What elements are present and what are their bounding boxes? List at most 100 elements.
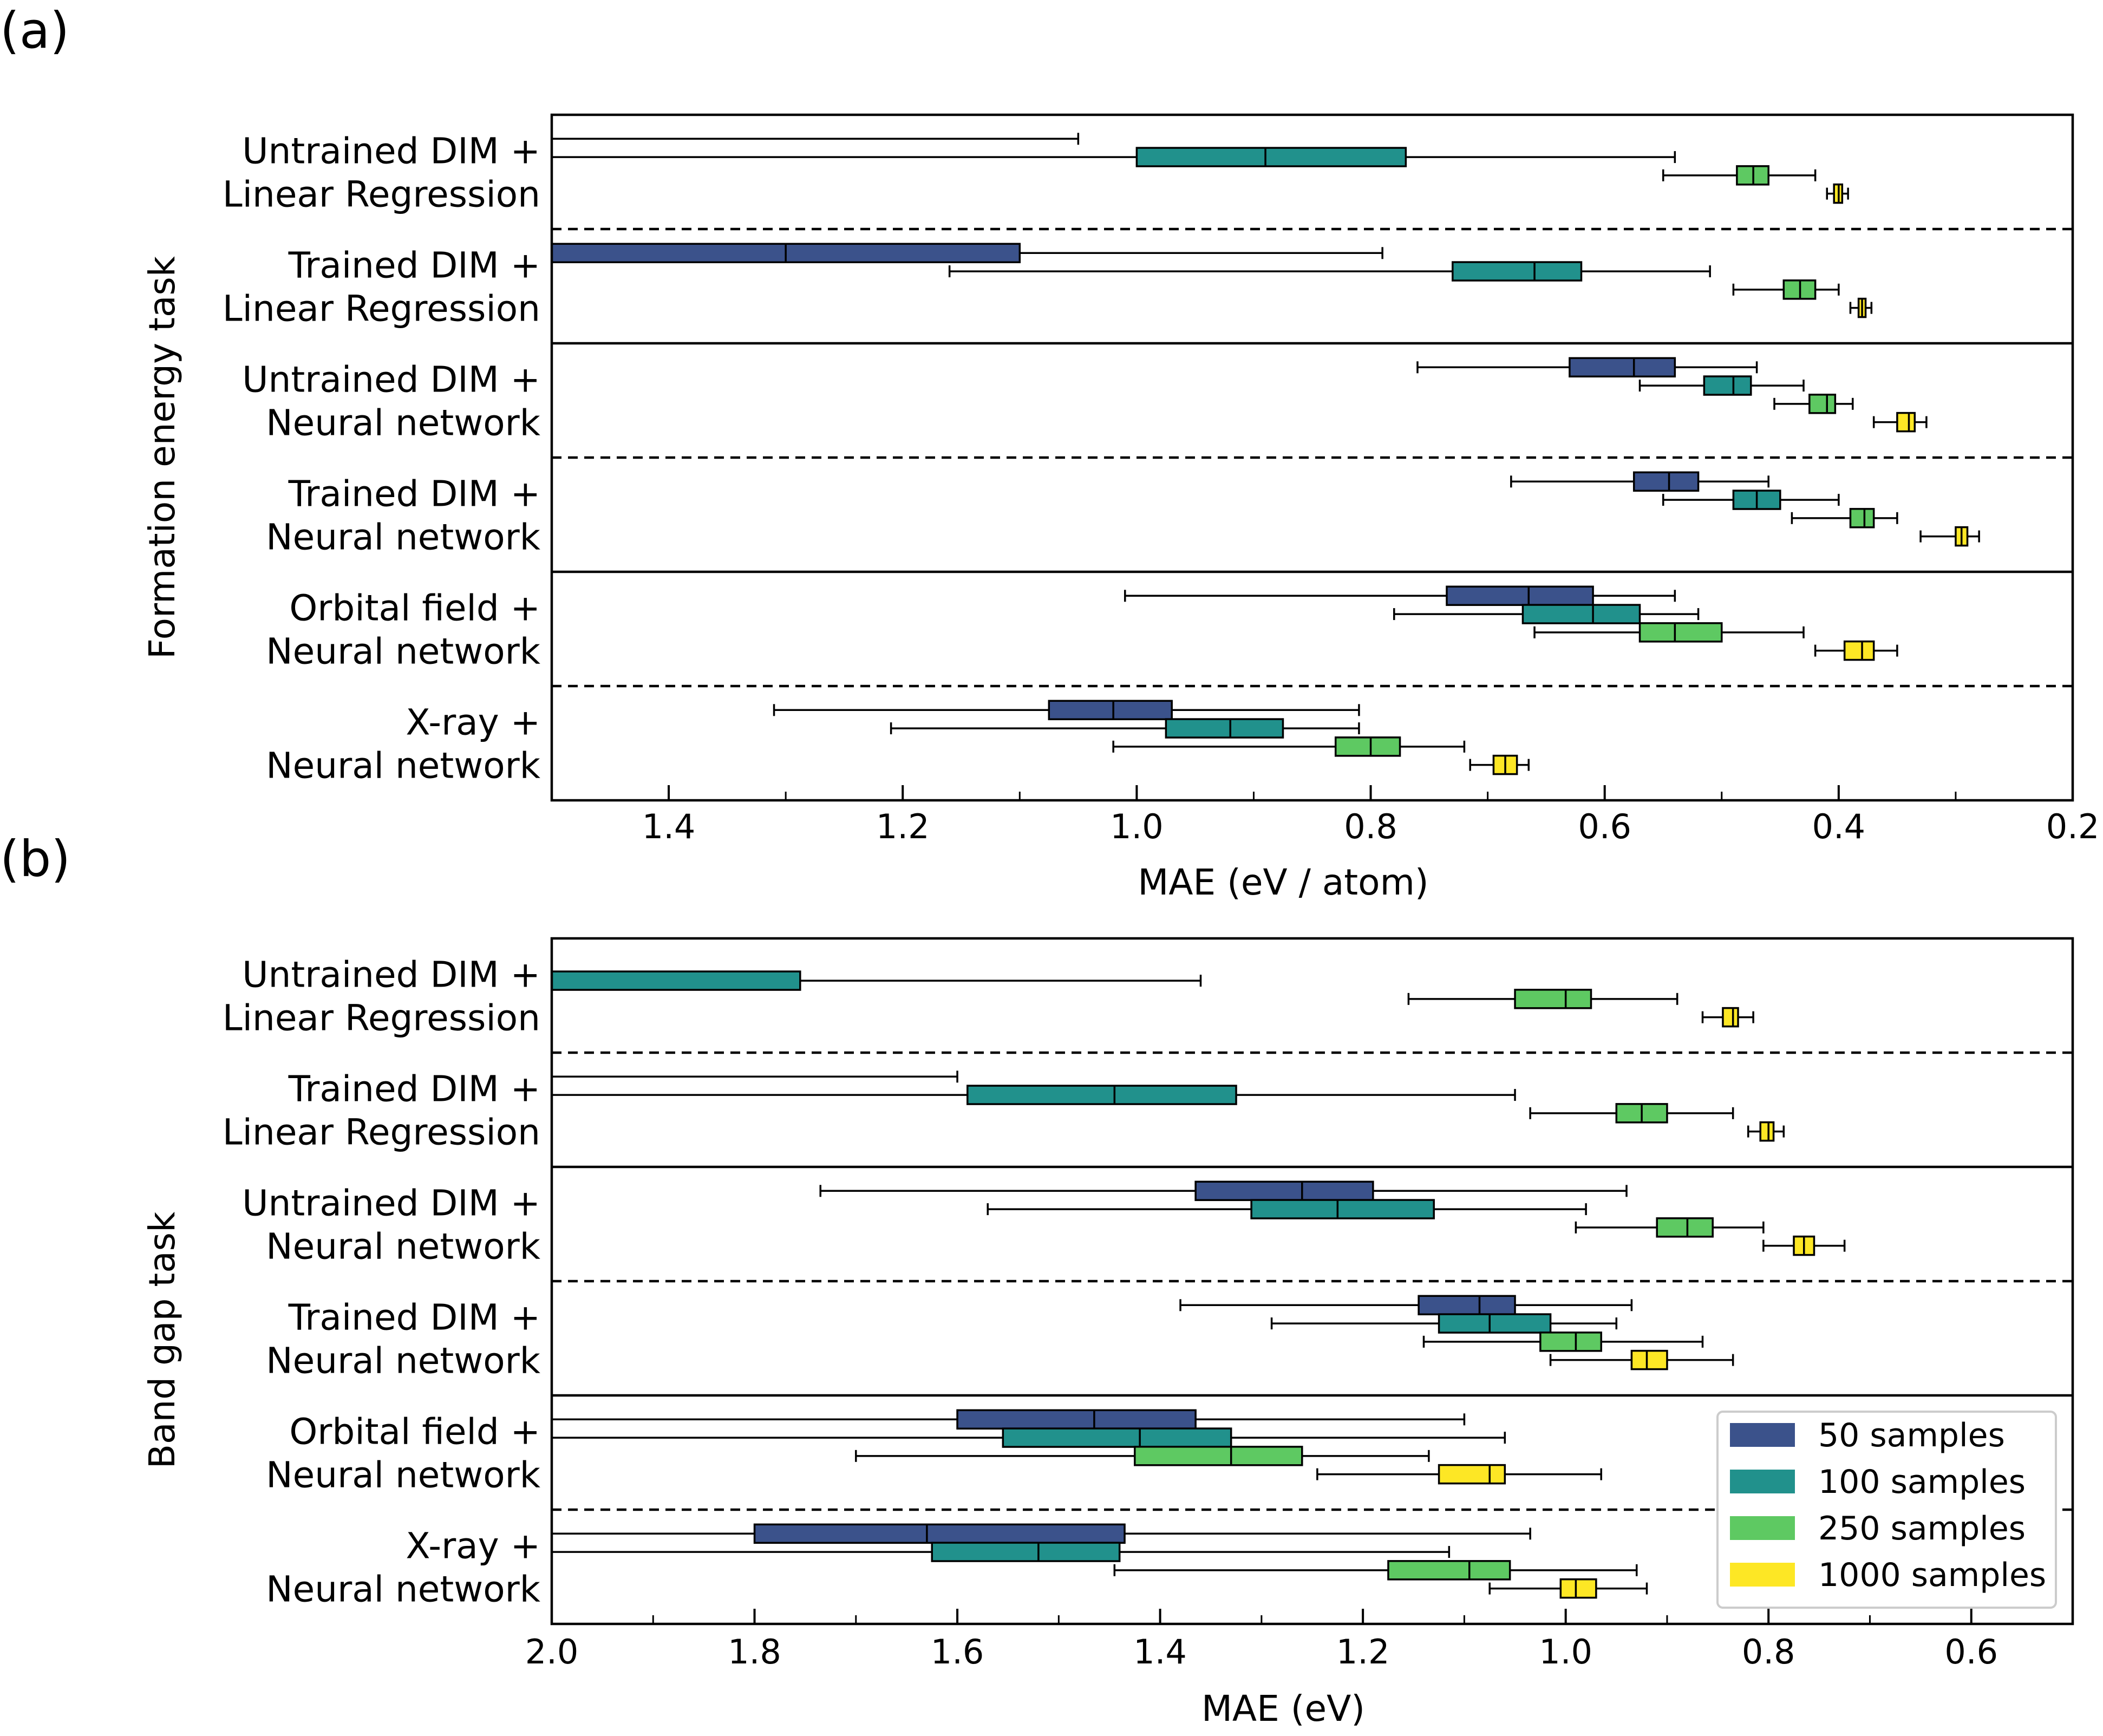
panel-a-plot: Untrained DIM +Linear RegressionTrained … <box>223 113 2100 846</box>
box-plot <box>552 1071 958 1083</box>
group-label: Untrained DIM + <box>242 1183 540 1224</box>
box-plot <box>1529 1103 1734 1124</box>
group-label: X-ray + <box>406 1525 540 1567</box>
box <box>931 1542 1121 1562</box>
box-plot <box>1112 736 1466 757</box>
box <box>1759 1121 1775 1142</box>
axes-frame <box>550 113 2074 802</box>
box <box>1632 471 1700 492</box>
box <box>1387 1560 1511 1581</box>
group-label: Linear Regression <box>223 997 540 1039</box>
box-plot <box>1469 754 1530 775</box>
panel-b-plot: Untrained DIM +Linear RegressionTrained … <box>223 937 2074 1672</box>
group-label: Trained DIM + <box>288 1068 540 1110</box>
box-plot <box>1510 471 1769 492</box>
legend-label: 1000 samples <box>1818 1556 2046 1594</box>
group-label: Neural network <box>266 1569 541 1610</box>
panel-b-label: (b) <box>0 830 70 888</box>
box-plot <box>1416 357 1758 378</box>
box <box>1165 718 1284 739</box>
box-plot <box>1422 1332 1704 1352</box>
legend-label: 250 samples <box>1818 1510 2026 1548</box>
x-tick-label: 0.2 <box>2046 807 2100 846</box>
box-plot <box>552 1542 1451 1562</box>
panel-a-y-axis-label: Formation energy task <box>141 256 183 659</box>
box <box>1638 622 1723 643</box>
panel-a-label: (a) <box>0 2 69 60</box>
x-tick-label: 1.4 <box>1133 1632 1187 1672</box>
x-tick-label: 1.0 <box>1110 807 1164 846</box>
box-plot <box>1575 1217 1765 1238</box>
box-plot <box>1407 989 1679 1009</box>
x-tick-label: 2.0 <box>525 1632 579 1672</box>
box <box>1194 1180 1374 1202</box>
box-plot <box>1488 1578 1648 1599</box>
legend-swatch <box>1730 1516 1795 1540</box>
box <box>1896 412 1916 433</box>
box-plot <box>987 1199 1587 1219</box>
box <box>1656 1217 1714 1238</box>
x-tick-label: 0.4 <box>1812 807 1866 846</box>
box-plot <box>1814 640 1898 661</box>
legend-label: 100 samples <box>1818 1463 2026 1501</box>
box <box>1452 261 1583 282</box>
box-plot <box>1270 1313 1618 1334</box>
group-label: Orbital field + <box>289 588 540 629</box>
panel-a-x-axis-label: MAE (eV / atom) <box>1138 862 1428 903</box>
legend-swatch <box>1730 1423 1795 1447</box>
box <box>1808 394 1837 414</box>
x-tick-label: 0.6 <box>1578 807 1631 846</box>
box-plot <box>552 147 1676 167</box>
group-label: Trained DIM + <box>288 245 540 286</box>
box <box>1438 1464 1506 1485</box>
box <box>1048 700 1173 721</box>
box-plot <box>855 1446 1430 1466</box>
group-label: Linear Regression <box>223 288 540 330</box>
box-plot <box>1826 183 1849 204</box>
box-plot <box>1849 297 1873 318</box>
box-plot <box>1732 279 1840 300</box>
box <box>956 1409 1197 1430</box>
box-plot <box>551 970 1202 991</box>
group-label: Orbital field + <box>289 1411 540 1453</box>
box <box>753 1523 1126 1544</box>
x-tick-label: 0.8 <box>1344 807 1397 846</box>
box-plot <box>552 1427 1506 1448</box>
box-plot <box>1549 1349 1734 1370</box>
group-label: Untrained DIM + <box>242 954 540 996</box>
group-label: Neural network <box>266 517 541 558</box>
legend-swatch <box>1730 1470 1795 1493</box>
box <box>1134 1446 1303 1466</box>
panel-a: (a) Formation energy task MAE (eV / atom… <box>0 2 2099 903</box>
box <box>1722 1007 1739 1028</box>
box-plot <box>890 718 1360 739</box>
group-label: Trained DIM + <box>288 473 540 515</box>
box-plot <box>1919 526 1980 547</box>
axes-frame <box>550 937 2074 1626</box>
group-label: Neural network <box>266 402 541 444</box>
box-plot <box>1747 1121 1785 1142</box>
box-plot <box>1872 412 1928 433</box>
box <box>1438 1313 1552 1334</box>
box <box>1569 357 1676 378</box>
x-tick-label: 1.0 <box>1539 1632 1592 1672</box>
box-plot <box>773 700 1360 721</box>
group-label: Neural network <box>266 631 541 673</box>
box <box>551 970 801 991</box>
box <box>1521 604 1641 624</box>
box-plot <box>1638 375 1805 396</box>
legend-swatch <box>1730 1563 1795 1587</box>
box <box>966 1085 1237 1105</box>
box-plot <box>1316 1464 1602 1485</box>
box <box>1514 989 1592 1009</box>
panel-b-x-axis-label: MAE (eV) <box>1201 1688 1365 1730</box>
box <box>1446 585 1594 606</box>
box-plot <box>551 243 1383 264</box>
box-plot <box>552 133 1080 145</box>
legend-label: 50 samples <box>1818 1417 2005 1454</box>
x-tick-label: 0.8 <box>1742 1632 1795 1672</box>
box-plot <box>948 261 1711 282</box>
box <box>1250 1199 1435 1219</box>
box <box>1843 640 1875 661</box>
